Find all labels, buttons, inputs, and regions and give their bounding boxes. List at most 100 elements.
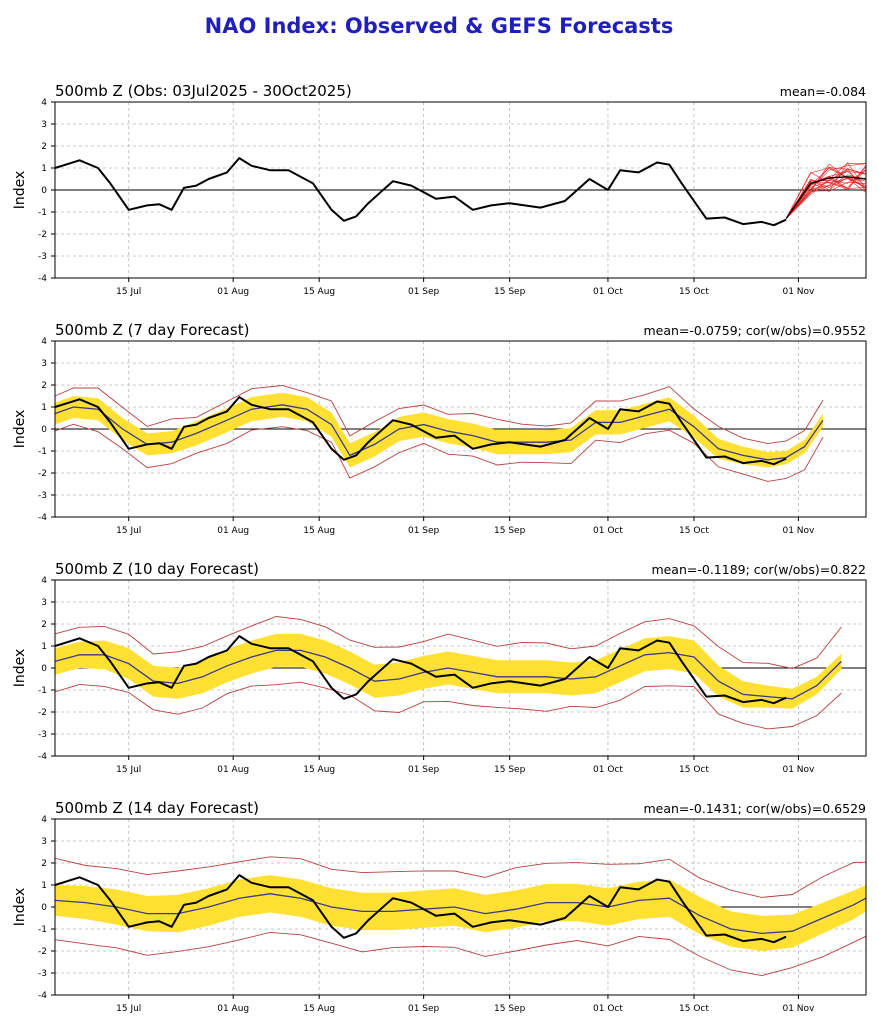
- y-axis-label: Index: [12, 410, 28, 449]
- y-tick-label: 1: [41, 403, 47, 413]
- x-tick-label: 01 Nov: [782, 526, 815, 536]
- panel-stat: mean=-0.084: [780, 84, 866, 99]
- observed-nao-line: [54, 635, 787, 705]
- forecast-max-line: [54, 385, 824, 445]
- observed-nao-line: [54, 396, 787, 466]
- ensemble-member-line: [785, 163, 867, 219]
- x-tick-label: 15 Oct: [679, 287, 709, 297]
- y-tick-label: 2: [41, 859, 47, 869]
- forecast-spread-band: [55, 875, 866, 951]
- observed-nao-line: [54, 874, 787, 944]
- x-tick-label: 15 Jul: [116, 287, 141, 297]
- y-tick-label: 0: [41, 664, 47, 674]
- y-axis-label: Index: [12, 649, 28, 688]
- plot-frame: [54, 818, 867, 996]
- forecast-spread-band: [55, 633, 842, 709]
- forecast-mean-line: [54, 404, 824, 461]
- y-tick-label: -3: [38, 252, 47, 262]
- x-tick-label: 01 Sep: [408, 287, 440, 297]
- y-tick-label: 0: [41, 425, 47, 435]
- forecast-min-line: [54, 931, 867, 977]
- y-tick-label: -4: [38, 991, 47, 1001]
- chart-panel-4: -4 -3 -2 -1 0 1 2 3 4 15 Jul 01 Aug 15 Aug 01 Sep 15 …: [12, 799, 867, 1014]
- x-tick-label: 01 Oct: [593, 1004, 623, 1014]
- x-tick-label: 15 Jul: [116, 1004, 141, 1014]
- observed-nao-line: [54, 157, 787, 227]
- y-tick-label: 2: [41, 381, 47, 391]
- x-tick-label: 01 Aug: [217, 526, 249, 536]
- y-tick-label: -3: [38, 491, 47, 501]
- y-tick-label: -3: [38, 730, 47, 740]
- x-tick-label: 15 Aug: [303, 526, 335, 536]
- y-tick-label: 3: [41, 120, 47, 130]
- page-title: NAO Index: Observed & GEFS Forecasts: [204, 14, 674, 38]
- x-tick-label: 01 Nov: [782, 765, 815, 775]
- y-tick-label: 2: [41, 142, 47, 152]
- forecast-max-line: [54, 616, 842, 669]
- y-tick-label: -2: [38, 947, 47, 957]
- y-tick-label: -1: [38, 447, 47, 457]
- panel-title: 500mb Z (7 day Forecast): [55, 321, 249, 339]
- x-tick-label: 15 Aug: [303, 765, 335, 775]
- y-tick-label: -3: [38, 969, 47, 979]
- x-tick-label: 01 Nov: [782, 1004, 815, 1014]
- y-tick-label: -1: [38, 925, 47, 935]
- y-tick-label: -4: [38, 274, 47, 284]
- forecast-mean-line: [54, 649, 842, 700]
- plot-frame: [54, 579, 867, 757]
- x-tick-label: 15 Oct: [679, 1004, 709, 1014]
- x-tick-label: 01 Sep: [408, 526, 440, 536]
- x-tick-label: 01 Sep: [408, 765, 440, 775]
- y-tick-label: -4: [38, 752, 47, 762]
- y-tick-label: 4: [41, 98, 47, 108]
- x-tick-label: 01 Nov: [782, 287, 815, 297]
- x-tick-label: 01 Aug: [217, 287, 249, 297]
- forecast-min-line: [54, 681, 842, 730]
- panel-stat: mean=-0.1189; cor(w/obs)=0.822: [651, 562, 866, 577]
- x-tick-label: 01 Oct: [593, 765, 623, 775]
- y-tick-label: -1: [38, 208, 47, 218]
- x-tick-label: 15 Oct: [679, 765, 709, 775]
- x-tick-label: 15 Jul: [116, 526, 141, 536]
- forecast-min-line: [54, 423, 824, 482]
- x-tick-label: 15 Aug: [303, 287, 335, 297]
- y-tick-label: 2: [41, 620, 47, 630]
- panel-title: 500mb Z (10 day Forecast): [55, 560, 259, 578]
- y-axis-label: Index: [12, 171, 28, 210]
- y-tick-label: -2: [38, 708, 47, 718]
- ensemble-member-line: [785, 170, 867, 219]
- x-tick-label: 01 Oct: [593, 287, 623, 297]
- x-tick-label: 15 Oct: [679, 526, 709, 536]
- x-tick-label: 15 Sep: [494, 765, 526, 775]
- y-tick-label: -1: [38, 686, 47, 696]
- y-tick-label: 0: [41, 186, 47, 196]
- forecast-max-line: [54, 856, 867, 898]
- forecast-mean-line: [54, 893, 867, 935]
- plot-frame: [54, 340, 867, 518]
- y-axis-label: Index: [12, 888, 28, 927]
- x-tick-label: 01 Aug: [217, 1004, 249, 1014]
- x-tick-label: 15 Aug: [303, 1004, 335, 1014]
- chart-panel-3: -4 -3 -2 -1 0 1 2 3 4 15 Jul 01 Aug 15 Aug 01 Sep 15 …: [12, 560, 867, 775]
- y-tick-label: 4: [41, 337, 47, 347]
- y-tick-label: 4: [41, 815, 47, 825]
- y-tick-label: -4: [38, 513, 47, 523]
- panel-title: 500mb Z (14 day Forecast): [55, 799, 259, 817]
- y-tick-label: 1: [41, 164, 47, 174]
- x-tick-label: 15 Sep: [494, 526, 526, 536]
- y-tick-label: 3: [41, 598, 47, 608]
- y-tick-label: 4: [41, 576, 47, 586]
- x-tick-label: 01 Aug: [217, 765, 249, 775]
- y-tick-label: 1: [41, 881, 47, 891]
- y-tick-label: -2: [38, 230, 47, 240]
- y-tick-label: 3: [41, 837, 47, 847]
- x-tick-label: 01 Sep: [408, 1004, 440, 1014]
- panel-title: 500mb Z (Obs: 03Jul2025 - 30Oct2025): [55, 82, 352, 100]
- x-tick-label: 15 Jul: [116, 765, 141, 775]
- x-tick-label: 15 Sep: [494, 287, 526, 297]
- x-tick-label: 01 Oct: [593, 526, 623, 536]
- panel-stat: mean=-0.0759; cor(w/obs)=0.9552: [643, 323, 866, 338]
- chart-panel-1: -4 -3 -2 -1 0 1 2 3 4 15 Jul 01 Aug 15 Aug 01 Sep 15 …: [12, 82, 867, 297]
- ensemble-member-line: [785, 164, 867, 219]
